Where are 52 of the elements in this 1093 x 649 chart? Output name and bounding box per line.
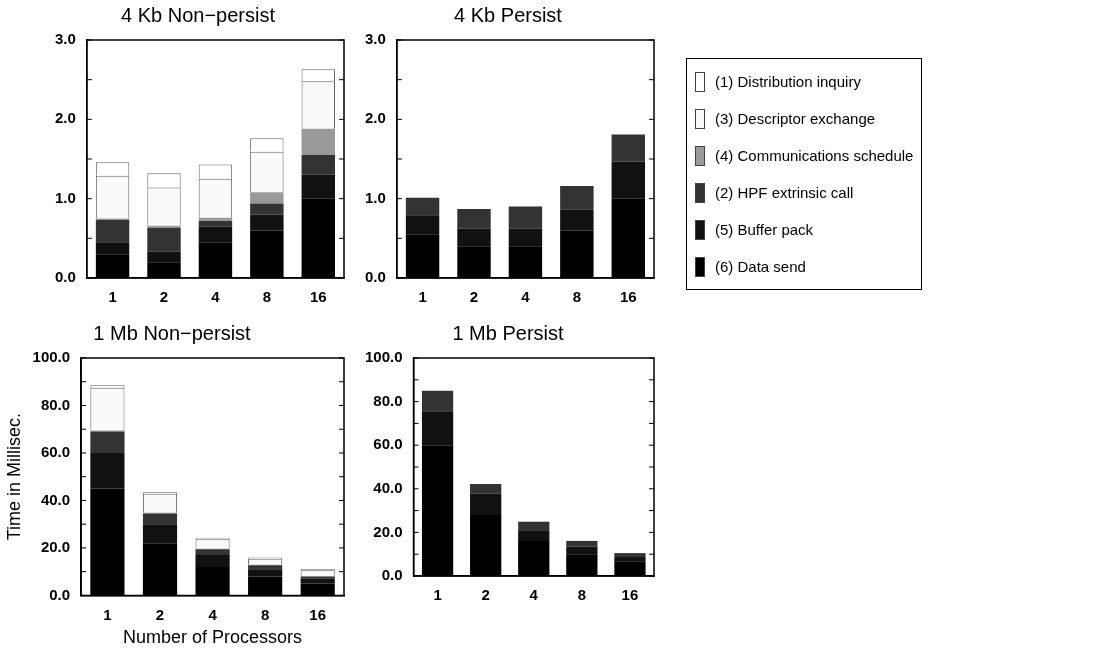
y-tick-label: 40.0	[373, 478, 403, 496]
legend-label: (6) Data send	[715, 258, 806, 275]
x-tick-label: 4	[521, 288, 531, 306]
x-tick-label: 1	[103, 605, 112, 623]
y-tick-label: 60.0	[373, 435, 403, 453]
y-tick-label: 0.0	[54, 268, 76, 286]
x-tick-label: 1	[108, 288, 117, 306]
x-tick-label: 2	[481, 586, 490, 604]
x-tick-label: 1	[433, 586, 442, 604]
x-tick-label: 2	[159, 288, 169, 306]
legend-label: (3) Descriptor exchange	[715, 110, 876, 127]
x-tick-label: 16	[309, 288, 327, 306]
x-tick-label: 16	[309, 605, 327, 623]
y-tick-label: 3.0	[54, 30, 76, 48]
x-tick-label: 1	[418, 288, 427, 306]
y-tick-label: 1.0	[364, 188, 386, 206]
x-tick-label: 8	[262, 288, 272, 306]
y-tick-label: 1.0	[54, 188, 76, 206]
y-tick-label: 3.0	[364, 30, 386, 48]
y-tick-label: 80.0	[40, 395, 71, 413]
chart-title: 4 Kb Persist	[454, 3, 563, 26]
y-tick-label: 2.0	[364, 109, 386, 127]
y-tick-label: 2.0	[54, 109, 76, 127]
legend-label: (1) Distribution inquiry	[715, 73, 861, 90]
legend-label: (5) Buffer pack	[715, 221, 814, 238]
y-tick-label: 100.0	[32, 348, 71, 366]
y-tick-label: 40.0	[40, 490, 71, 508]
x-tick-label: 4	[529, 586, 539, 604]
chart-title: 4 Kb Non−persist	[121, 3, 276, 26]
x-tick-label: 4	[208, 605, 218, 623]
y-axis-title: Time in Millisec.	[3, 413, 24, 541]
x-tick-label: 2	[155, 605, 165, 623]
y-tick-label: 20.0	[373, 522, 403, 540]
y-tick-label: 0.0	[381, 566, 403, 584]
y-tick-label: 20.0	[40, 538, 71, 556]
x-tick-label: 8	[577, 586, 587, 604]
x-tick-label: 16	[619, 288, 637, 306]
x-tick-label: 2	[469, 288, 479, 306]
x-tick-label: 8	[572, 288, 582, 306]
x-tick-label: 8	[260, 605, 270, 623]
y-tick-label: 100.0	[364, 348, 403, 366]
y-tick-label: 60.0	[40, 443, 71, 461]
legend-label: (4) Communications schedule	[715, 147, 914, 164]
x-tick-label: 4	[211, 288, 221, 306]
y-tick-label: 0.0	[364, 268, 386, 286]
x-axis-title: Number of Processors	[123, 627, 303, 648]
chart-title: 1 Mb Persist	[452, 321, 565, 344]
chart-title: 1 Mb Non−persist	[93, 321, 252, 344]
legend-label: (2) HPF extrinsic call	[715, 184, 854, 201]
x-tick-label: 16	[621, 586, 639, 604]
y-tick-label: 80.0	[373, 391, 403, 409]
y-tick-label: 0.0	[49, 585, 71, 603]
